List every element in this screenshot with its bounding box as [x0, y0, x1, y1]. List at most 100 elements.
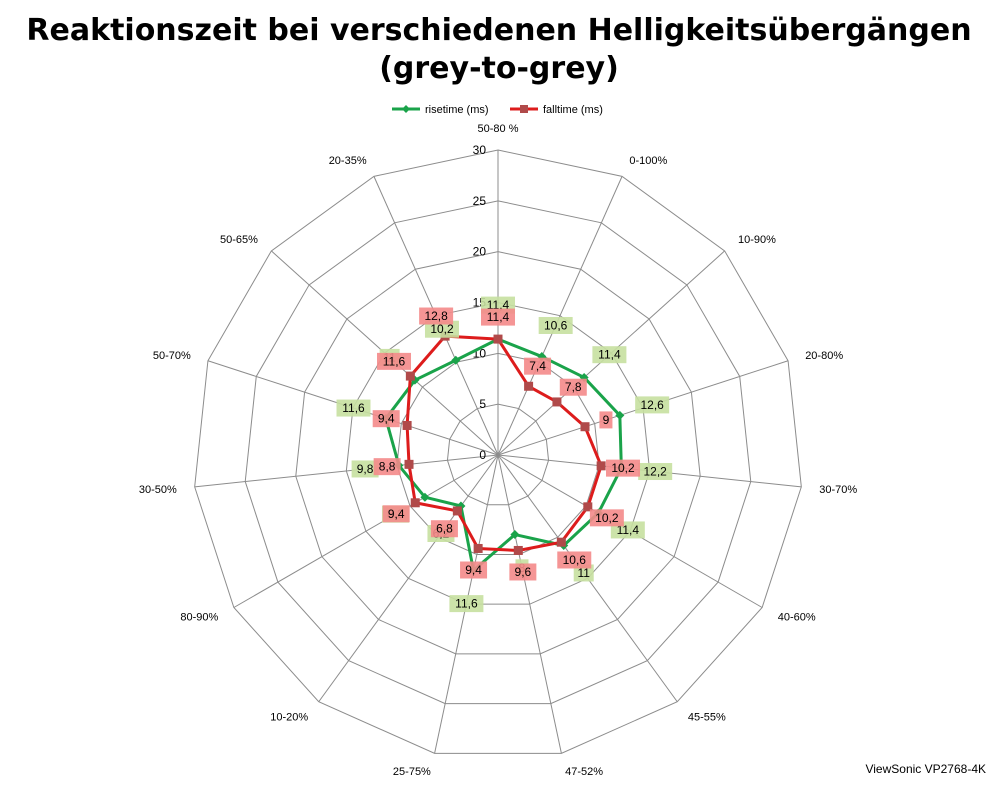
grid-ring-5: [446, 403, 550, 506]
spoke-9: [318, 454, 499, 703]
data-point: [510, 530, 520, 540]
chart-title-line-1: Reaktionszeit bei verschiedenen Helligke…: [26, 13, 972, 48]
data-label-text: 9,6: [515, 565, 532, 579]
data-point: [410, 498, 420, 508]
data-label: 10,6: [557, 551, 592, 569]
data-point: [615, 410, 625, 420]
data-label-bg: [449, 595, 484, 613]
data-label-bg: [424, 320, 459, 338]
data-point: [420, 492, 430, 502]
data-label: 6,8: [430, 520, 458, 538]
data-label-text: 7,8: [565, 380, 582, 394]
tick-label: 0: [479, 448, 486, 462]
tick-label: 20: [473, 245, 487, 259]
data-label-text: 11,4: [617, 523, 640, 537]
data-label-text: 10,2: [611, 461, 635, 475]
data-label-text: 7,4: [529, 359, 546, 373]
data-label-bg: [382, 505, 410, 523]
data-label-bg: [599, 411, 613, 429]
category-label: 0-100%: [629, 155, 667, 167]
data-label-text: 12,8: [424, 309, 448, 323]
data-label-bg: [557, 551, 592, 569]
data-label-bg: [377, 352, 412, 370]
grid-ring-15: [345, 301, 651, 605]
data-point: [513, 545, 523, 555]
category-label: 30-50%: [139, 484, 177, 496]
chart-title-line-2: (grey-to-grey): [379, 51, 619, 86]
data-point: [473, 543, 483, 553]
tick-label: 5: [479, 397, 486, 411]
data-label-bg: [430, 520, 458, 538]
category-labels: 50-80 % 0-100% 10-90% 20-80% 30-70% 40-60% 45-…: [139, 123, 858, 778]
data-label: 11,4: [592, 346, 627, 364]
data-label: 10,6: [538, 316, 573, 334]
category-label: 20-35%: [329, 155, 367, 167]
data-label: 8,8: [373, 458, 401, 476]
data-point: [451, 355, 461, 365]
data-label-text: 11,6: [342, 401, 365, 415]
data-label: 10,2: [424, 320, 459, 338]
data-label-text: 9,4: [465, 563, 482, 577]
category-label: 47-52%: [565, 766, 603, 778]
spoke-10: [233, 454, 499, 608]
data-label-text: 10,6: [563, 553, 587, 567]
data-label-text: 10,2: [430, 322, 454, 336]
chart-title: Reaktionszeit bei verschiedenen Helligke…: [0, 12, 998, 88]
legend-marker: [402, 105, 410, 113]
data-point: [493, 334, 503, 344]
legend-label: risetime (ms): [425, 104, 489, 116]
data-label-text: 6,8: [436, 522, 453, 536]
data-label-bg: [573, 564, 594, 582]
data-label-text: 9,4: [388, 507, 405, 521]
data-label: 12,8: [419, 307, 454, 325]
category-label: 10-20%: [270, 711, 308, 723]
data-label-bg: [638, 463, 673, 481]
data-label: 11,6: [377, 352, 412, 370]
category-label: 45-55%: [688, 711, 726, 723]
data-labels: 11,410,611,412,612,211,411811,66,28,39,8…: [336, 296, 673, 613]
data-label-text: 10,2: [595, 511, 619, 525]
data-label-bg: [589, 509, 624, 527]
credit-text: ViewSonic VP2768-4K: [865, 762, 986, 776]
data-label: 11,6: [336, 399, 371, 417]
tick-label: 30: [473, 143, 487, 157]
tick-label: 25: [473, 194, 487, 208]
category-label: 80-90%: [180, 612, 218, 624]
data-label-bg: [524, 357, 552, 375]
data-label: 7,4: [524, 357, 552, 375]
data-point: [524, 381, 534, 391]
data-label-bg: [481, 308, 515, 326]
legend-item: risetime (ms): [392, 104, 489, 116]
category-label: 20-80%: [805, 350, 843, 362]
series-line: [384, 337, 623, 572]
grid-ring-20: [295, 251, 701, 655]
data-label: 10,2: [606, 459, 641, 477]
data-label-bg: [460, 561, 488, 579]
data-label-bg: [509, 563, 537, 581]
data-label-bg: [372, 410, 400, 428]
legend-item: falltime (ms): [510, 104, 603, 116]
data-label: 7,8: [559, 378, 587, 396]
category-label: 25-75%: [393, 766, 431, 778]
data-label: 11,4: [481, 308, 515, 326]
data-label-text: 11: [577, 566, 590, 580]
data-point: [452, 506, 462, 516]
data-label-text: 12,6: [640, 398, 664, 412]
data-point: [580, 422, 590, 432]
data-label-bg: [351, 460, 379, 478]
legend-marker: [520, 105, 528, 113]
data-label: 12,2: [638, 463, 673, 481]
data-label: 12,6: [635, 396, 670, 414]
data-label: 9,4: [460, 561, 488, 579]
data-label-text: 11,6: [455, 597, 478, 611]
data-label-bg: [559, 378, 587, 396]
data-label-bg: [538, 316, 573, 334]
data-label-text: 11,4: [487, 310, 510, 324]
spoke-11: [194, 454, 499, 488]
data-label-text: 9,4: [378, 412, 395, 426]
data-label: 11: [573, 564, 594, 582]
data-point: [556, 537, 566, 547]
data-label-text: 9: [603, 413, 610, 427]
legend-label: falltime (ms): [543, 104, 603, 116]
